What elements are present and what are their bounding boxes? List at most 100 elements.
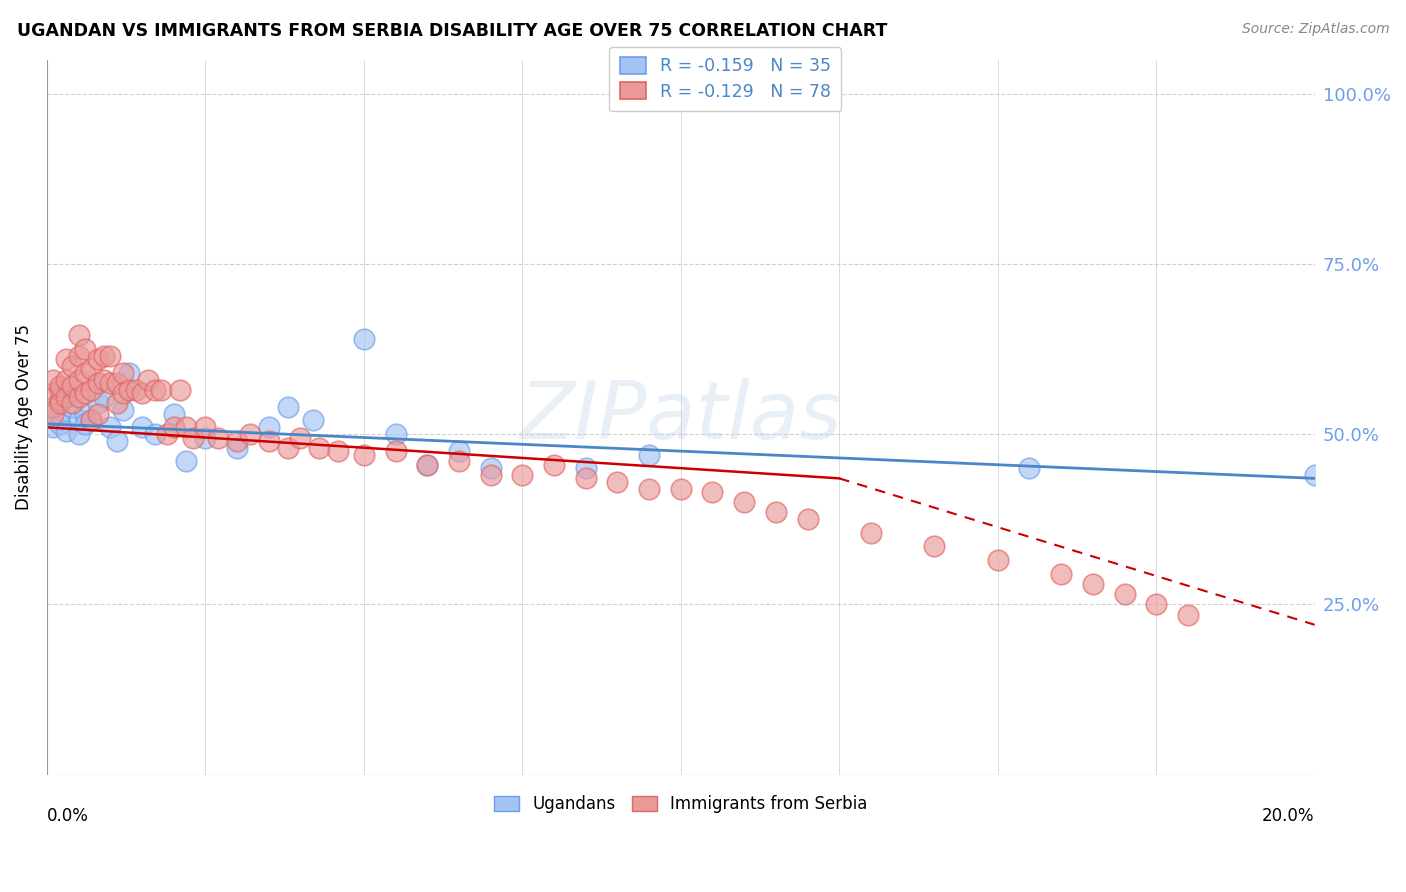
Text: 20.0%: 20.0% bbox=[1263, 806, 1315, 825]
Point bbox=[86, 396, 108, 410]
Point bbox=[86, 407, 108, 421]
Point bbox=[302, 413, 325, 427]
Point bbox=[163, 420, 186, 434]
Point bbox=[55, 390, 77, 404]
Point bbox=[207, 430, 229, 444]
Point bbox=[42, 420, 65, 434]
Point bbox=[48, 396, 70, 410]
Point bbox=[1177, 607, 1199, 622]
Point bbox=[118, 383, 141, 397]
Point bbox=[1081, 577, 1104, 591]
Point bbox=[124, 383, 146, 397]
Point bbox=[80, 413, 103, 427]
Point bbox=[1114, 587, 1136, 601]
Point bbox=[55, 373, 77, 387]
Point bbox=[93, 373, 115, 387]
Point bbox=[353, 332, 375, 346]
Point bbox=[176, 420, 198, 434]
Point bbox=[416, 458, 439, 472]
Point bbox=[384, 427, 406, 442]
Point bbox=[67, 328, 90, 343]
Point bbox=[733, 495, 755, 509]
Point bbox=[702, 485, 724, 500]
Point bbox=[48, 383, 70, 397]
Point bbox=[55, 352, 77, 367]
Point bbox=[638, 448, 661, 462]
Point bbox=[479, 461, 502, 475]
Point bbox=[353, 448, 375, 462]
Point bbox=[924, 540, 946, 554]
Point bbox=[98, 376, 121, 390]
Text: ZIPatlas: ZIPatlas bbox=[520, 378, 842, 456]
Point bbox=[150, 383, 173, 397]
Point bbox=[156, 427, 179, 442]
Point bbox=[80, 362, 103, 376]
Point bbox=[257, 434, 280, 448]
Point bbox=[42, 400, 65, 414]
Legend: Ugandans, Immigrants from Serbia: Ugandans, Immigrants from Serbia bbox=[486, 789, 875, 820]
Point bbox=[479, 467, 502, 482]
Point bbox=[239, 427, 262, 442]
Point bbox=[277, 441, 299, 455]
Point bbox=[796, 512, 818, 526]
Point bbox=[42, 386, 65, 401]
Point bbox=[60, 396, 83, 410]
Point bbox=[98, 420, 121, 434]
Point bbox=[111, 386, 134, 401]
Point bbox=[42, 373, 65, 387]
Point bbox=[60, 379, 83, 393]
Point bbox=[131, 386, 153, 401]
Point bbox=[859, 525, 882, 540]
Point bbox=[67, 390, 90, 404]
Point bbox=[194, 420, 217, 434]
Point bbox=[60, 359, 83, 373]
Point bbox=[73, 386, 96, 401]
Point bbox=[118, 366, 141, 380]
Point bbox=[67, 373, 90, 387]
Point bbox=[1050, 566, 1073, 581]
Point bbox=[987, 553, 1010, 567]
Point bbox=[55, 390, 77, 404]
Point bbox=[105, 376, 128, 390]
Point bbox=[447, 444, 470, 458]
Point bbox=[416, 458, 439, 472]
Point bbox=[543, 458, 565, 472]
Text: UGANDAN VS IMMIGRANTS FROM SERBIA DISABILITY AGE OVER 75 CORRELATION CHART: UGANDAN VS IMMIGRANTS FROM SERBIA DISABI… bbox=[17, 22, 887, 40]
Point bbox=[73, 342, 96, 356]
Point bbox=[67, 427, 90, 442]
Point bbox=[447, 454, 470, 468]
Point bbox=[1018, 461, 1040, 475]
Point bbox=[93, 390, 115, 404]
Point bbox=[80, 383, 103, 397]
Point bbox=[290, 430, 312, 444]
Point bbox=[42, 407, 65, 421]
Point bbox=[328, 444, 350, 458]
Point bbox=[765, 505, 787, 519]
Text: Source: ZipAtlas.com: Source: ZipAtlas.com bbox=[1241, 22, 1389, 37]
Point bbox=[1303, 467, 1326, 482]
Point bbox=[669, 482, 692, 496]
Point bbox=[606, 475, 628, 489]
Point bbox=[226, 441, 249, 455]
Point bbox=[67, 413, 90, 427]
Point bbox=[143, 383, 166, 397]
Point bbox=[163, 407, 186, 421]
Y-axis label: Disability Age Over 75: Disability Age Over 75 bbox=[15, 324, 32, 510]
Point bbox=[226, 434, 249, 448]
Point bbox=[67, 349, 90, 363]
Point bbox=[98, 349, 121, 363]
Point bbox=[93, 349, 115, 363]
Text: 0.0%: 0.0% bbox=[46, 806, 89, 825]
Point bbox=[48, 407, 70, 421]
Point bbox=[257, 420, 280, 434]
Point bbox=[73, 407, 96, 421]
Point bbox=[194, 430, 217, 444]
Point bbox=[60, 400, 83, 414]
Point bbox=[105, 396, 128, 410]
Point bbox=[55, 424, 77, 438]
Point bbox=[176, 454, 198, 468]
Point bbox=[48, 379, 70, 393]
Point bbox=[1144, 598, 1167, 612]
Point bbox=[73, 366, 96, 380]
Point bbox=[575, 461, 598, 475]
